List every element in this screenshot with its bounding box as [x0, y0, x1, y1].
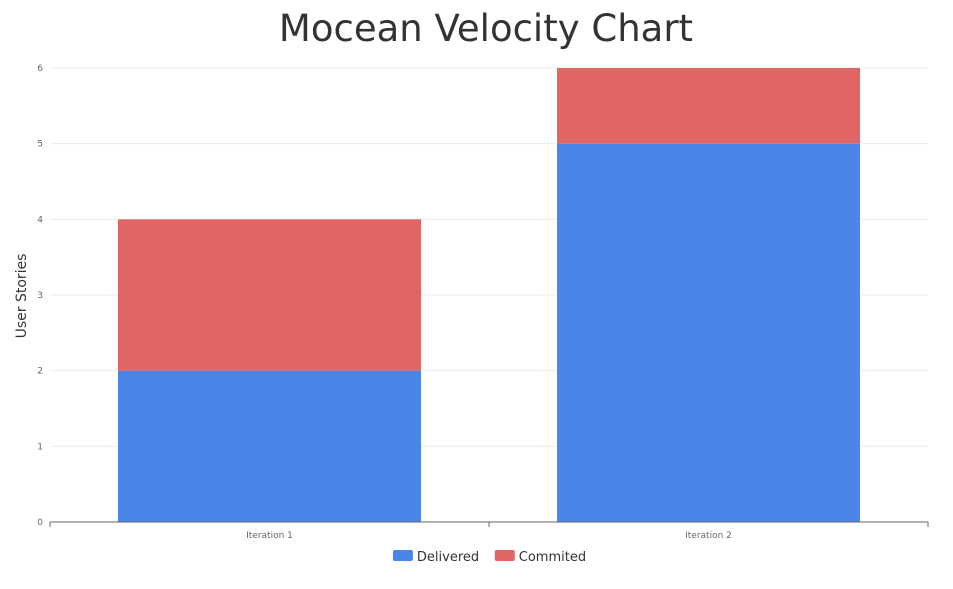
chart-title: Mocean Velocity Chart [279, 7, 693, 50]
bar-delivered-2[interactable] [557, 143, 860, 522]
legend-swatch [392, 550, 413, 561]
axes [49, 521, 929, 527]
y-tick-label: 4 [37, 215, 43, 225]
bars [118, 68, 860, 522]
bar-commited-1[interactable] [118, 219, 421, 371]
y-tick-label: 3 [37, 291, 43, 301]
y-tick-label: 5 [37, 140, 43, 150]
bar-commited-2[interactable] [557, 68, 860, 144]
y-axis-label: User Stories [14, 254, 30, 339]
bar-delivered-1[interactable] [118, 370, 421, 522]
legend-item-delivered[interactable]: Delivered [392, 550, 479, 565]
tick-labels: 0 1 2 3 4 5 6 Iteration 1 Iteration 2 [37, 64, 732, 541]
legend-label: Delivered [417, 550, 479, 565]
legend[interactable]: Delivered Commited [392, 550, 586, 565]
x-tick-label: Iteration 2 [685, 531, 732, 541]
y-tick-label: 1 [37, 442, 43, 452]
legend-item-commited[interactable]: Commited [494, 550, 586, 565]
y-tick-label: 0 [37, 518, 43, 528]
x-tick-label: Iteration 1 [246, 531, 293, 541]
legend-swatch [494, 550, 515, 561]
y-tick-label: 6 [37, 64, 43, 74]
legend-label: Commited [519, 550, 586, 565]
y-tick-label: 2 [37, 367, 43, 377]
